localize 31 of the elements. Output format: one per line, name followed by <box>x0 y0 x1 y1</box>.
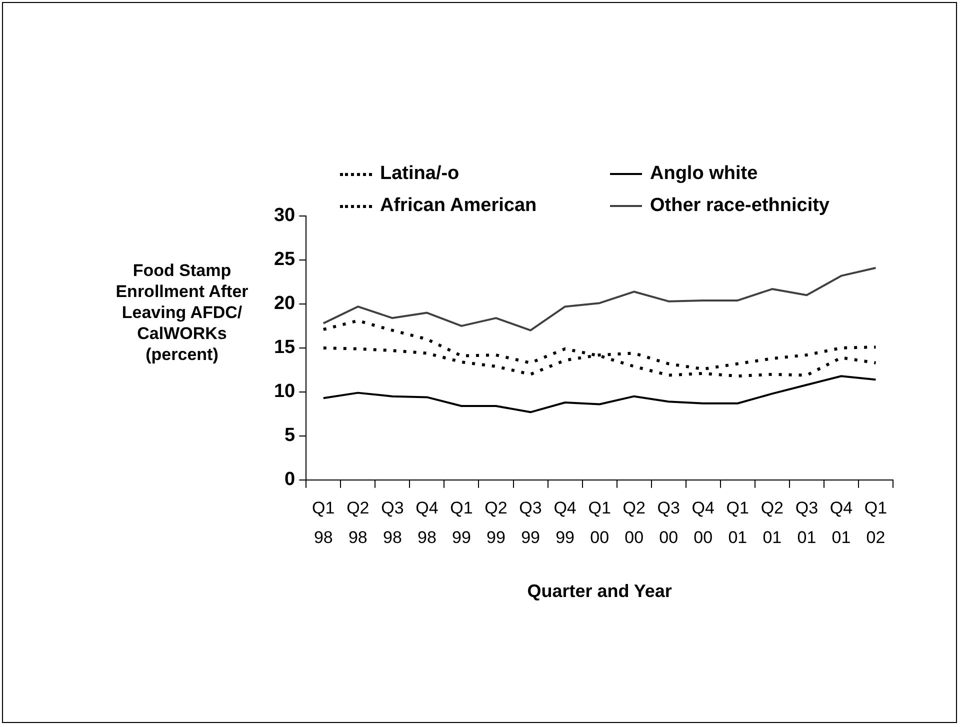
y-tick-label: 5 <box>284 425 296 446</box>
x-tick-label: Q4 00 <box>692 498 714 548</box>
x-tick-label: Q1 98 <box>312 498 335 548</box>
line-series <box>322 319 878 378</box>
x-tick-label: Q1 02 <box>864 498 888 548</box>
x-tick-label: Q1 99 <box>450 498 473 548</box>
x-tick-label: Q3 98 <box>381 498 404 548</box>
y-tick-label: 30 <box>274 205 296 226</box>
x-tick-label: Q1 01 <box>726 498 749 548</box>
legend-label: Latina/-o <box>380 163 460 185</box>
x-tick-label: Q2 99 <box>484 498 508 548</box>
x-tick-label: Q3 01 <box>795 498 818 548</box>
legend-label: Anglo white <box>650 163 758 185</box>
x-tick-label: Q2 01 <box>760 498 784 548</box>
x-tick-label: Q4 98 <box>416 498 438 548</box>
x-tick-label: Q4 99 <box>554 498 576 548</box>
x-tick-label: Q1 00 <box>588 498 611 548</box>
legend-label: African American <box>380 195 537 217</box>
y-axis-title: Food Stamp Enrollment After Leaving AFDC/ CalWORKs (percent) <box>114 260 250 365</box>
y-tick-label: 0 <box>284 469 296 490</box>
x-tick-label: Q4 01 <box>830 498 853 548</box>
y-tick-label: 20 <box>274 293 296 314</box>
x-tick-label: Q3 00 <box>657 498 680 548</box>
x-tick-label: Q2 98 <box>346 498 370 548</box>
x-tick-label: Q3 99 <box>519 498 542 548</box>
x-tick-label: Q2 00 <box>622 498 646 548</box>
y-tick-label: 25 <box>274 249 296 270</box>
legend-label: Other race-ethnicity <box>650 195 830 217</box>
x-axis-title: Quarter and Year <box>527 581 672 602</box>
y-tick-label: 10 <box>274 381 296 402</box>
y-tick-label: 15 <box>274 337 296 358</box>
